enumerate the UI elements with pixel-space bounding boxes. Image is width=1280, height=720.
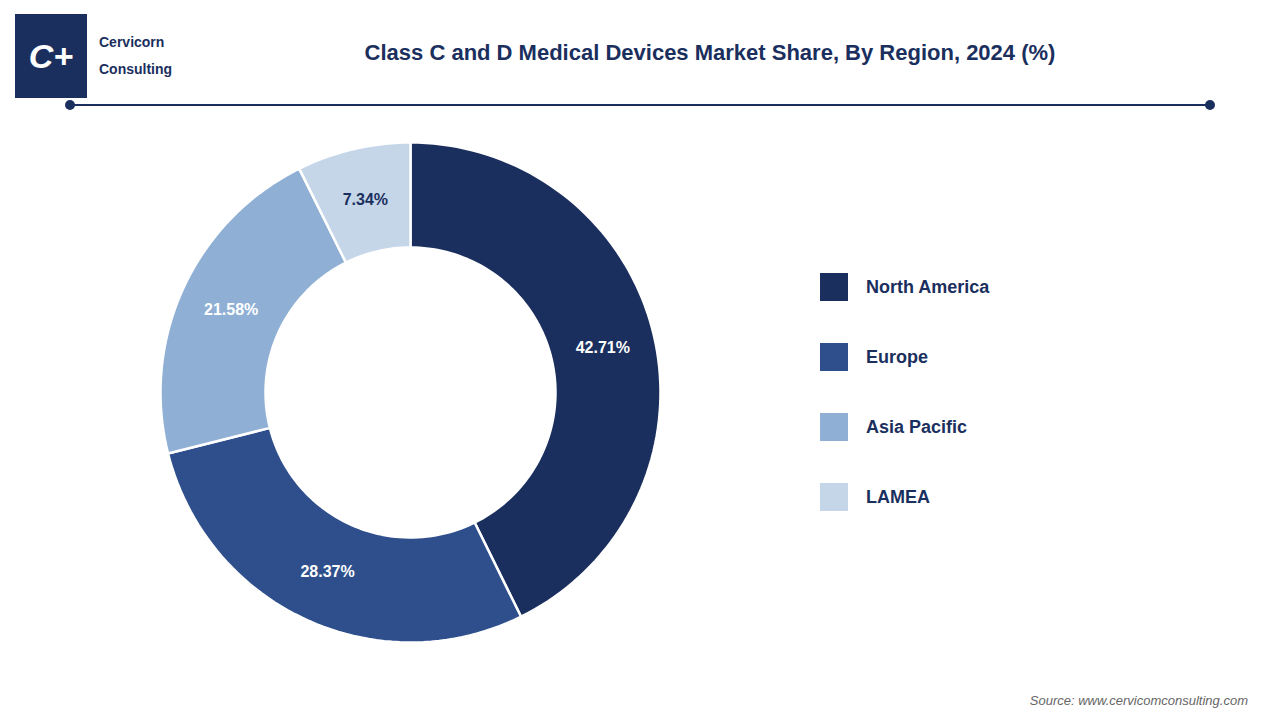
- html-text:LAMEA: LAMEA: [866, 486, 930, 507]
- html-text:North America: North America: [866, 276, 990, 297]
- svg-text:42.71%: 42.71%: [576, 339, 630, 356]
- svg-text:21.58%: 21.58%: [204, 301, 258, 318]
- html-text:Class C and D Medical Devices: Class C and D Medical Devices Market Sha…: [364, 40, 1056, 65]
- html-text:Europe: Europe: [866, 346, 928, 367]
- svg-text:28.37%: 28.37%: [300, 563, 354, 580]
- html-text:Source: www.cervicomconsulting: Source: www.cervicomconsulting.com: [1029, 693, 1248, 708]
- html-text:Cervicorn: Cervicorn: [99, 34, 165, 51]
- html-text:C+: C+: [28, 36, 74, 75]
- svg-text:7.34%: 7.34%: [343, 191, 388, 208]
- html-text:Asia Pacific: Asia Pacific: [866, 416, 968, 437]
- html-text:Consulting: Consulting: [99, 61, 173, 77]
